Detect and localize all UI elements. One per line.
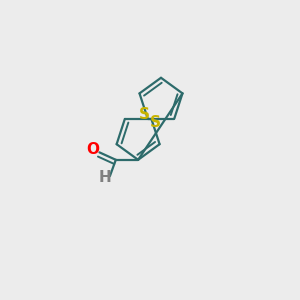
- Text: S: S: [139, 107, 150, 122]
- Text: H: H: [99, 170, 112, 185]
- Text: S: S: [150, 115, 161, 130]
- Text: O: O: [86, 142, 99, 157]
